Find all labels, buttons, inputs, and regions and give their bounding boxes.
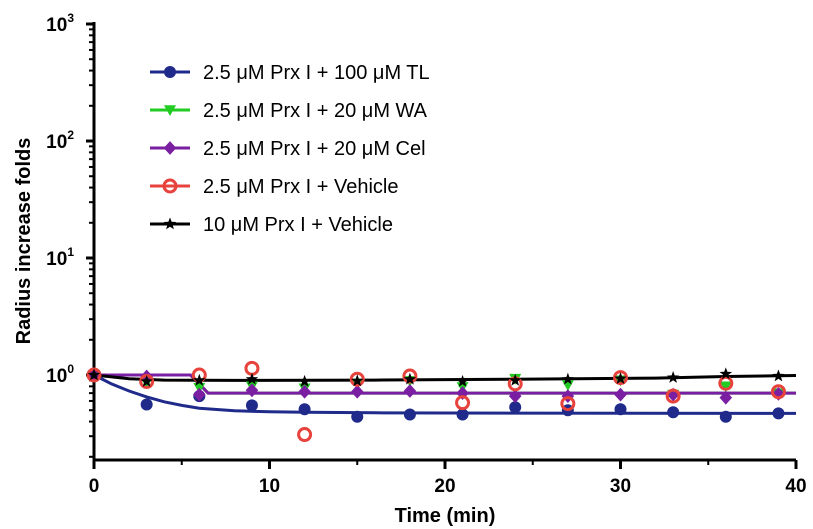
y-tick-exponent: 1 xyxy=(67,245,74,259)
data-point-series-4 xyxy=(455,395,471,411)
legend-marker xyxy=(163,141,177,155)
fit-line-series-1 xyxy=(93,373,797,415)
data-point-series-5 xyxy=(772,369,785,382)
legend-marker xyxy=(163,217,177,230)
data-point-series-5 xyxy=(351,374,364,387)
x-tick-label: 40 xyxy=(785,476,806,497)
y-tick-label: 100 xyxy=(46,362,74,387)
legend-label: 2.5 μM Prx I + 100 μM TL xyxy=(203,62,430,84)
data-point-series-4 xyxy=(402,368,418,384)
legend-label: 10 μM Prx I + Vehicle xyxy=(203,214,393,236)
data-point-series-4 xyxy=(665,388,681,404)
data-point-series-5 xyxy=(456,374,469,387)
data-point-series-5 xyxy=(614,372,627,384)
legend: 2.5 μM Prx I + 100 μM TL 2.5 μM Prx I + 2… xyxy=(150,62,430,236)
data-point-series-1 xyxy=(456,408,469,421)
data-point-series-3 xyxy=(508,389,522,404)
data-point-series-3 xyxy=(350,384,364,399)
y-tick-exponent: 0 xyxy=(67,362,74,376)
data-point-series-4 xyxy=(718,375,734,391)
x-tick-label: 0 xyxy=(89,476,100,497)
legend-label: 2.5 μM Prx I + Vehicle xyxy=(203,176,399,198)
data-point-series-3 xyxy=(719,390,733,405)
data-point-series-5 xyxy=(87,368,101,381)
data-point-series-5 xyxy=(561,372,575,385)
x-axis-title: Time (min) xyxy=(395,505,496,527)
data-point-series-1 xyxy=(509,401,522,414)
data-point-series-5 xyxy=(666,371,680,383)
data-point-series-5 xyxy=(245,372,259,385)
x-tick-label: 30 xyxy=(610,476,631,497)
data-point-series-1 xyxy=(245,399,258,412)
data-point-series-5 xyxy=(403,372,417,385)
x-tick-label: 10 xyxy=(259,476,280,497)
data-point-series-3 xyxy=(193,387,206,402)
data-point-series-1 xyxy=(351,410,364,423)
data-point-series-5 xyxy=(140,374,153,387)
data-point-series-3 xyxy=(456,386,469,401)
legend-marker xyxy=(162,178,178,194)
data-point-series-3 xyxy=(298,384,311,399)
data-point-series-4 xyxy=(349,371,365,387)
data-point-series-1 xyxy=(614,403,627,416)
data-point-series-5 xyxy=(193,373,206,386)
x-tick-label: 20 xyxy=(434,476,455,497)
data-point-series-5 xyxy=(298,374,311,387)
legend-label: 2.5 μM Prx I + 20 μM WA xyxy=(203,100,428,122)
data-point-series-4 xyxy=(244,360,260,376)
y-tick-label: 101 xyxy=(46,245,74,270)
y-tick-label: 103 xyxy=(46,11,74,36)
data-point-series-4 xyxy=(560,396,576,412)
data-point-series-3 xyxy=(403,384,417,398)
x-ticks: 0 10 20 30 40 xyxy=(89,460,807,497)
data-point-series-5 xyxy=(508,373,522,386)
y-axis-title: Radius increase folds xyxy=(13,138,35,345)
legend-label: 2.5 μM Prx I + 20 μM Cel xyxy=(203,138,426,160)
data-point-series-4 xyxy=(613,370,628,386)
data-point-series-2 xyxy=(719,381,732,393)
legend-marker xyxy=(164,105,176,116)
y-tick-label: 102 xyxy=(46,128,74,153)
data-point-series-4 xyxy=(770,384,786,400)
y-tick-exponent: 3 xyxy=(67,11,74,25)
data-point-series-1 xyxy=(667,406,680,419)
data-points xyxy=(86,360,786,443)
data-point-series-3 xyxy=(245,383,259,398)
data-point-series-5 xyxy=(719,367,733,380)
data-point-series-3 xyxy=(614,387,627,402)
data-point-series-1 xyxy=(772,407,785,420)
data-point-series-1 xyxy=(719,410,732,423)
data-point-series-1 xyxy=(298,403,311,416)
data-point-series-4 xyxy=(297,427,313,443)
y-tick-exponent: 2 xyxy=(67,128,74,142)
legend-marker xyxy=(164,66,176,78)
data-point-series-1 xyxy=(140,398,153,411)
data-point-series-1 xyxy=(403,408,416,421)
